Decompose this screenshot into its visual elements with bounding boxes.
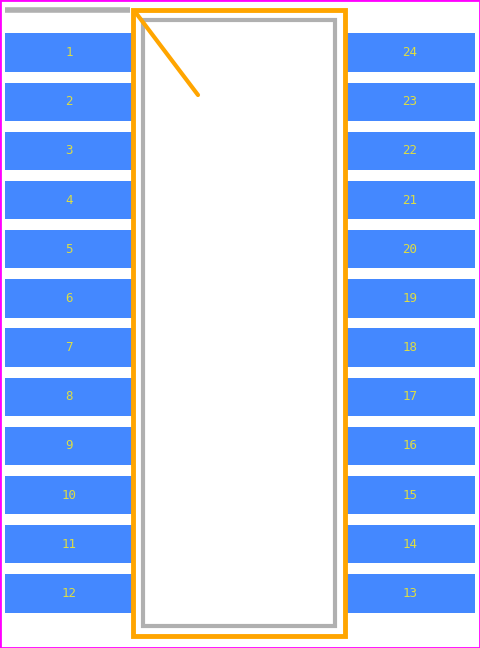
Text: 11: 11: [61, 538, 76, 551]
Bar: [5, 378, 133, 416]
Bar: [345, 476, 475, 515]
Bar: [345, 82, 475, 121]
Bar: [345, 181, 475, 219]
Bar: [133, 10, 345, 636]
Bar: [5, 34, 133, 72]
Bar: [5, 132, 133, 170]
Bar: [5, 181, 133, 219]
Text: 6: 6: [65, 292, 73, 305]
Bar: [345, 230, 475, 268]
Text: 23: 23: [403, 95, 418, 108]
Text: 20: 20: [403, 243, 418, 256]
Bar: [345, 132, 475, 170]
Text: 8: 8: [65, 390, 73, 403]
Text: 21: 21: [403, 194, 418, 207]
Text: 5: 5: [65, 243, 73, 256]
Text: 9: 9: [65, 439, 73, 452]
Text: 14: 14: [403, 538, 418, 551]
Text: 18: 18: [403, 341, 418, 354]
Bar: [5, 525, 133, 563]
Bar: [143, 20, 335, 626]
Text: 2: 2: [65, 95, 73, 108]
Bar: [345, 279, 475, 318]
Bar: [5, 574, 133, 612]
Text: 17: 17: [403, 390, 418, 403]
Bar: [345, 525, 475, 563]
Bar: [345, 329, 475, 367]
Bar: [345, 574, 475, 612]
Bar: [5, 230, 133, 268]
Text: 10: 10: [61, 489, 76, 502]
Bar: [5, 329, 133, 367]
Bar: [5, 279, 133, 318]
Text: 22: 22: [403, 145, 418, 157]
Bar: [345, 34, 475, 72]
Text: 7: 7: [65, 341, 73, 354]
Bar: [345, 427, 475, 465]
Bar: [5, 427, 133, 465]
Bar: [5, 476, 133, 515]
Text: 16: 16: [403, 439, 418, 452]
Text: 24: 24: [403, 46, 418, 59]
Text: 12: 12: [61, 587, 76, 600]
Bar: [345, 378, 475, 416]
Text: 13: 13: [403, 587, 418, 600]
Text: 19: 19: [403, 292, 418, 305]
Text: 1: 1: [65, 46, 73, 59]
Bar: [5, 82, 133, 121]
Text: 4: 4: [65, 194, 73, 207]
Text: 15: 15: [403, 489, 418, 502]
Text: 3: 3: [65, 145, 73, 157]
